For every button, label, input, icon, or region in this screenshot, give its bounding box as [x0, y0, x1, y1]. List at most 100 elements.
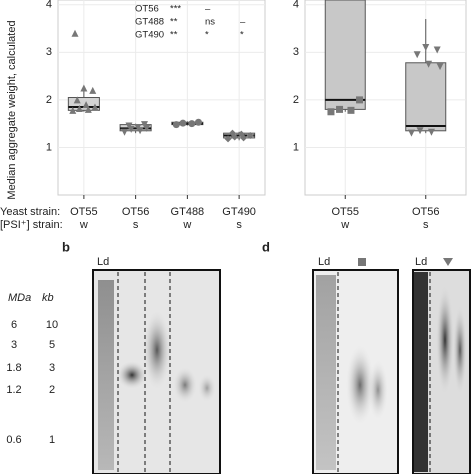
psi-label: w [340, 219, 349, 231]
ladder-lane [98, 280, 114, 470]
smear [436, 285, 454, 395]
panel-label: b [62, 239, 70, 254]
psi-label: s [133, 219, 139, 231]
row-label: [PSI⁺] strain: [0, 219, 63, 231]
point [224, 135, 232, 143]
unit-label: kb [42, 292, 54, 304]
legend-triangle [443, 258, 453, 266]
psi-label: s [423, 219, 429, 231]
y-tick-label: 1 [46, 141, 52, 153]
psi-label: w [79, 219, 88, 231]
marker-kb: 2 [49, 384, 55, 396]
stats-cell: GT490 [135, 30, 164, 41]
point [69, 106, 77, 114]
y-tick-label: 2 [46, 94, 52, 106]
marker-mda: 3 [11, 339, 17, 351]
point [416, 127, 424, 135]
y-tick-label: 2 [293, 94, 299, 106]
point [425, 60, 433, 68]
y-tick-label: 1 [293, 141, 299, 153]
band [198, 374, 216, 402]
marker-kb: 3 [49, 362, 55, 374]
point [422, 44, 430, 52]
point [140, 121, 148, 129]
x-tick-label: OT56 [122, 206, 150, 218]
point [91, 103, 99, 111]
marker-mda: 1.2 [6, 384, 21, 396]
stats-cell: ** [170, 17, 178, 28]
unit-label: MDa [8, 292, 31, 304]
point [179, 119, 187, 127]
stats-cell: * [205, 30, 209, 41]
y-tick-label: 4 [46, 0, 52, 11]
stats-cell: ** [170, 30, 178, 41]
point [356, 96, 364, 104]
ladder-lane [414, 272, 428, 472]
point [228, 129, 236, 137]
point [125, 122, 133, 130]
x-tick-label: GT490 [222, 206, 256, 218]
point [427, 128, 435, 136]
point [71, 29, 79, 37]
stats-cell: – [205, 4, 211, 15]
marker-kb: 1 [49, 434, 55, 446]
ladder-label: Ld [415, 256, 427, 268]
smear [368, 360, 388, 420]
point [246, 132, 254, 140]
point [347, 106, 355, 114]
y-axis-label: Median aggregate weight, calculated [6, 20, 18, 199]
point [188, 120, 196, 128]
point [80, 84, 88, 92]
band [173, 367, 197, 403]
band [143, 310, 171, 390]
smear [346, 345, 374, 425]
ladder-lane [316, 275, 336, 470]
stats-cell: ns [205, 17, 215, 28]
x-tick-label: OT56 [412, 206, 440, 218]
point [82, 101, 90, 109]
psi-label: s [236, 219, 242, 231]
point [336, 105, 344, 113]
psi-label: w [182, 219, 191, 231]
marker-kb: 5 [49, 339, 55, 351]
point [194, 118, 202, 126]
point [84, 105, 92, 113]
box [324, 0, 366, 110]
marker-mda: 1.8 [6, 362, 21, 374]
marker-kb: 10 [46, 319, 58, 331]
ladder-label: Ld [97, 256, 109, 268]
row-label: Yeast strain: [0, 206, 60, 218]
point [237, 130, 245, 138]
x-tick-label: OT55 [70, 206, 98, 218]
y-tick-label: 4 [293, 0, 299, 11]
legend-square [358, 258, 366, 266]
point [327, 108, 335, 116]
marker-mda: 0.6 [6, 434, 21, 446]
x-tick-label: OT55 [331, 206, 359, 218]
y-tick-label: 3 [46, 46, 52, 58]
point [172, 121, 180, 129]
point [121, 128, 129, 136]
y-tick-label: 3 [293, 46, 299, 58]
marker-mda: 6 [11, 319, 17, 331]
stats-cell: – [240, 17, 246, 28]
panel-label: d [262, 239, 270, 254]
point [407, 129, 415, 137]
point [89, 86, 97, 94]
smear [453, 305, 467, 395]
ladder-label: Ld [318, 256, 330, 268]
point [413, 51, 421, 59]
point [134, 123, 142, 131]
band [117, 361, 147, 389]
box [405, 62, 447, 132]
x-tick-label: GT488 [171, 206, 205, 218]
stats-cell: OT56 [135, 4, 159, 15]
point [436, 63, 444, 71]
stats-cell: * [240, 30, 244, 41]
stats-cell: GT488 [135, 17, 164, 28]
point [73, 96, 81, 104]
point [75, 104, 83, 112]
stats-cell: *** [170, 4, 181, 15]
point [433, 46, 441, 54]
